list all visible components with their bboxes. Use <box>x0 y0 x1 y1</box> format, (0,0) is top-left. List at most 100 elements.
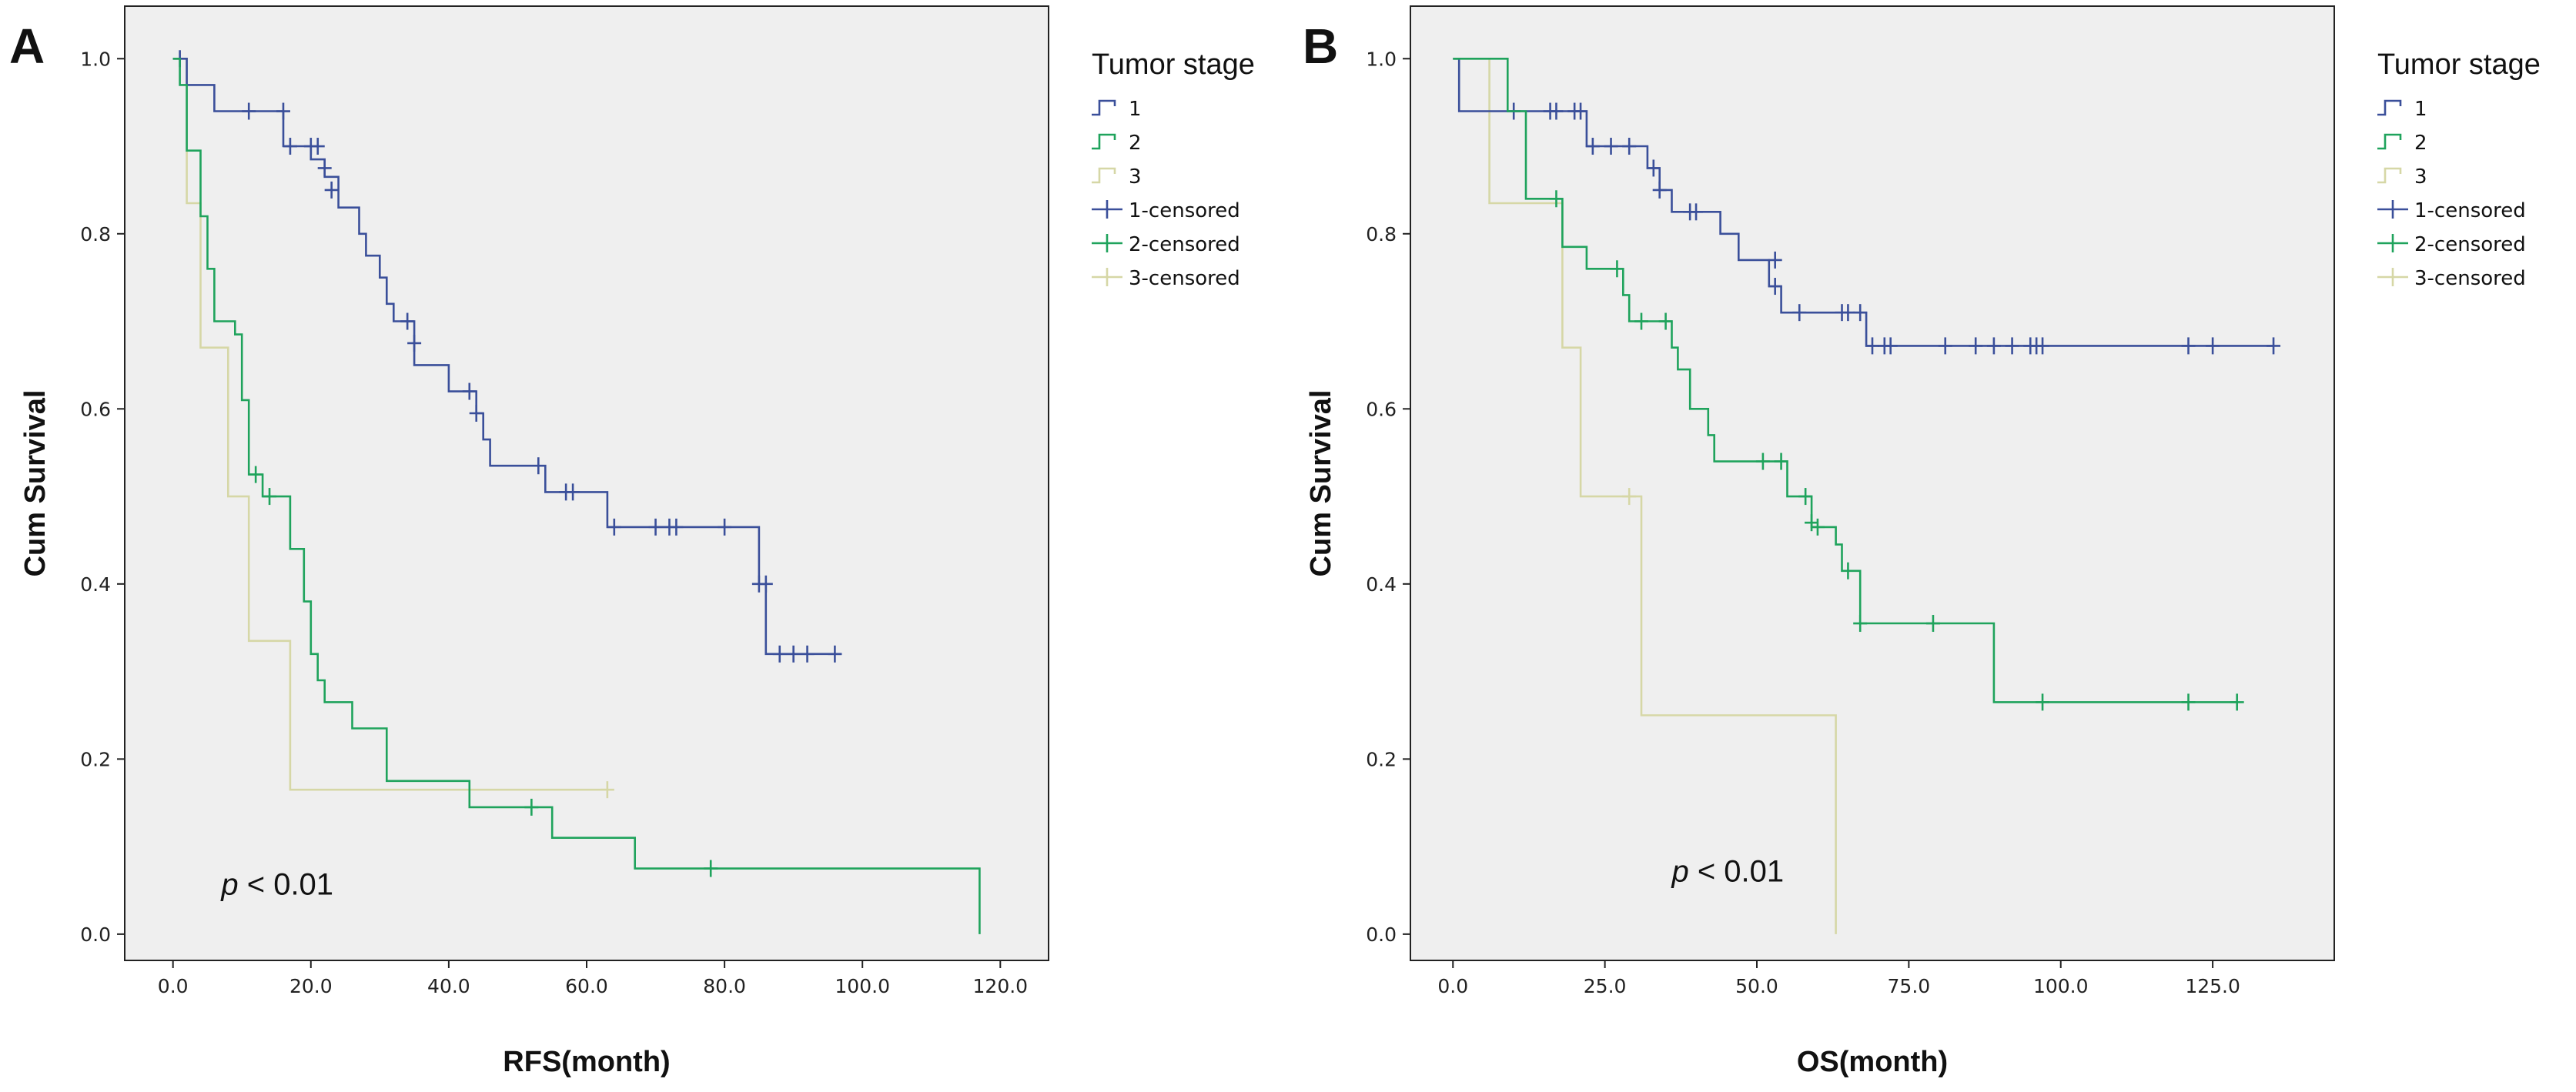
legend-label-b: 2 <box>2414 132 2427 155</box>
censor-mark-stage-2-b <box>1610 260 1624 278</box>
legend-item-3-a: 3 <box>1092 165 1142 189</box>
censor-mark-stage-1-b <box>2036 337 2050 355</box>
censor-mark-stage-1-b <box>1853 304 1868 322</box>
censor-mark-stage-1-b <box>2181 337 2196 355</box>
legend-title-b: Tumor stage <box>2377 48 2541 81</box>
legend-item-3-b: 3 <box>2377 165 2427 189</box>
censor-mark-stage-1-a <box>772 645 787 663</box>
legend-label-b: 1 <box>2414 98 2427 121</box>
censor-mark-stage-1-b <box>1768 278 1782 296</box>
legend-item-3-censored-b: 3-censored <box>2377 267 2526 290</box>
censor-mark-stage-1-b <box>1792 304 1807 322</box>
y-tick-label-b: 0.2 <box>1366 748 1397 770</box>
censor-mark-stage-1-b <box>1865 337 1879 355</box>
censor-mark-stage-1-b <box>1574 102 1588 120</box>
censor-mark-stage-2-b <box>2230 693 2244 711</box>
legend-item-1-censored-b: 1-censored <box>2377 199 2526 222</box>
censor-mark-stage-1-a <box>469 404 483 422</box>
p-value-symbol-b: p <box>1671 855 1688 889</box>
x-tick-label-a: 100.0 <box>835 975 890 997</box>
censor-mark-stage-1-b <box>1969 337 1983 355</box>
censor-mark-stage-2-b <box>1805 514 1819 532</box>
legend-label-a: 3 <box>1129 165 1142 189</box>
legend-item-2-censored-a: 2-censored <box>1092 233 1240 256</box>
censor-mark-stage-1-b <box>1549 102 1564 120</box>
x-tick-label-b: 125.0 <box>2185 975 2240 997</box>
series-layer-b <box>1453 58 2281 934</box>
legend-label-a: 1-censored <box>1129 199 1240 222</box>
y-tick-label-b: 1.0 <box>1366 48 1397 70</box>
censor-mark-stage-1-b <box>1768 251 1782 269</box>
censor-mark-stage-1-a <box>800 645 815 663</box>
plot-area-a <box>124 5 1049 961</box>
legend-label-a: 2-censored <box>1129 233 1240 256</box>
plot-area-b <box>1410 5 2335 961</box>
legend-label-a: 1 <box>1129 98 1142 121</box>
censor-mark-stage-2-b <box>1841 562 1855 579</box>
x-tick-label-a: 0.0 <box>158 975 189 997</box>
censor-mark-stage-2-b <box>1798 488 1813 506</box>
legend-label-b: 2-censored <box>2414 233 2526 256</box>
y-axis-title-b: Cum Survival <box>1305 390 1337 577</box>
survival-curve-stage-3-a <box>172 58 607 791</box>
panel-b: B 0.0 0.2 0.4 0.6 0.8 1.0 0.0 25.0 50.0 75.0 100.… <box>1303 5 2541 1078</box>
censor-mark-stage-2-b <box>1658 312 1673 330</box>
censor-mark-stage-2-a <box>249 466 263 483</box>
x-axis-title-b: OS(month) <box>1797 1046 1948 1078</box>
legend-title-a: Tumor stage <box>1092 48 1255 81</box>
legend-a: Tumor stage 1 2 3 1-censored 2-censored 3-cen… <box>1092 48 1255 290</box>
censor-mark-stage-1-a <box>242 102 256 120</box>
censor-mark-stage-2-b <box>1549 190 1564 208</box>
censor-mark-stage-1-a <box>276 102 290 120</box>
censor-mark-stage-2-b <box>1925 615 1940 633</box>
censor-mark-stage-2-b <box>1810 518 1825 536</box>
censor-mark-stage-3-a <box>600 781 614 799</box>
x-axis-b: 0.0 25.0 50.0 75.0 100.0 125.0 <box>1437 960 2240 997</box>
censor-mark-stage-1-b <box>1883 337 1898 355</box>
censor-mark-stage-2-b <box>1755 452 1770 470</box>
censor-mark-stage-1-b <box>1652 181 1667 199</box>
censor-mark-stage-1-a <box>324 181 339 199</box>
y-tick-label-a: 0.2 <box>80 748 111 770</box>
censor-mark-stage-1-a <box>758 575 773 593</box>
panel-letter-b: B <box>1303 18 1338 74</box>
censor-mark-stage-2-a <box>524 798 539 816</box>
y-axis-a: 0.0 0.2 0.4 0.6 0.8 1.0 <box>80 48 125 946</box>
y-axis-title-a: Cum Survival <box>19 390 52 577</box>
legend-item-2-b: 2 <box>2377 132 2427 155</box>
censor-mark-stage-1-a <box>531 457 546 475</box>
censor-mark-stage-2-a <box>704 860 718 877</box>
censor-mark-stage-1-b <box>1986 337 2001 355</box>
p-value-b: p < 0.01 <box>1671 855 1784 889</box>
x-tick-label-b: 25.0 <box>1584 975 1627 997</box>
censor-mark-stage-1-b <box>1585 138 1600 155</box>
y-tick-label-b: 0.8 <box>1366 223 1397 245</box>
censor-mark-stage-1-a <box>407 334 422 352</box>
legend-item-2-censored-b: 2-censored <box>2377 233 2526 256</box>
survival-curve-stage-2-b <box>1453 58 2237 703</box>
legend-label-a: 2 <box>1129 132 1142 155</box>
censor-mark-stage-1-a <box>718 518 732 536</box>
censor-mark-stage-3-b <box>1622 488 1637 506</box>
censor-mark-stage-1-b <box>2005 337 2019 355</box>
legend-label-b: 1-censored <box>2414 199 2526 222</box>
x-axis-a: 0.0 20.0 40.0 60.0 80.0 100.0 120.0 <box>158 960 1028 997</box>
p-value-text-b: < 0.01 <box>1689 855 1784 889</box>
censor-mark-stage-1-a <box>283 138 297 155</box>
x-tick-label-b: 75.0 <box>1888 975 1931 997</box>
x-tick-label-a: 80.0 <box>703 975 746 997</box>
x-tick-label-a: 120.0 <box>973 975 1029 997</box>
y-tick-label-a: 1.0 <box>80 48 111 70</box>
censor-mark-stage-1-a <box>786 645 801 663</box>
censor-mark-stage-1-b <box>2267 337 2281 355</box>
censor-mark-stage-1-b <box>1622 138 1637 155</box>
x-axis-title-a: RFS(month) <box>503 1046 670 1078</box>
y-tick-label-a: 0.0 <box>80 923 111 946</box>
y-tick-label-a: 0.6 <box>80 398 111 420</box>
legend-label-b: 3-censored <box>2414 267 2526 290</box>
y-tick-label-b: 0.0 <box>1366 923 1397 946</box>
censor-mark-stage-2-b <box>2036 693 2050 711</box>
panel-letter-a: A <box>9 18 45 74</box>
survival-curve-stage-2-a <box>172 58 981 934</box>
